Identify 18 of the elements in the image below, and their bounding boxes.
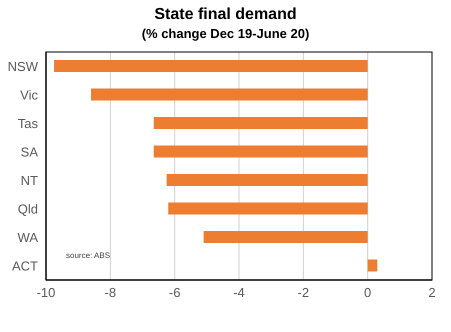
chart-title: State final demand	[153, 6, 298, 24]
x-tick-label: -4	[233, 285, 245, 300]
x-tick-label: -8	[104, 285, 116, 300]
annotation: source: ABS	[66, 251, 110, 260]
y-tick-label: SA	[20, 144, 38, 160]
y-tick-label: Tas	[18, 116, 38, 131]
x-tick-label: -2	[298, 285, 310, 300]
y-tick-label: ACT	[12, 258, 38, 274]
x-tick-label: -10	[36, 285, 56, 300]
y-tick-label: WA	[18, 230, 38, 245]
y-tick-label: Vic	[20, 87, 38, 102]
x-tick-label: 0	[364, 285, 372, 300]
y-tick-label: NSW	[8, 58, 39, 74]
x-tick-label: -6	[168, 285, 180, 300]
y-tick-label: Qld	[18, 201, 38, 216]
x-tick-label: 2	[428, 285, 436, 300]
chart-subtitle: (% change Dec 19-June 20)	[140, 26, 310, 41]
y-tick-label: NT	[20, 172, 38, 188]
